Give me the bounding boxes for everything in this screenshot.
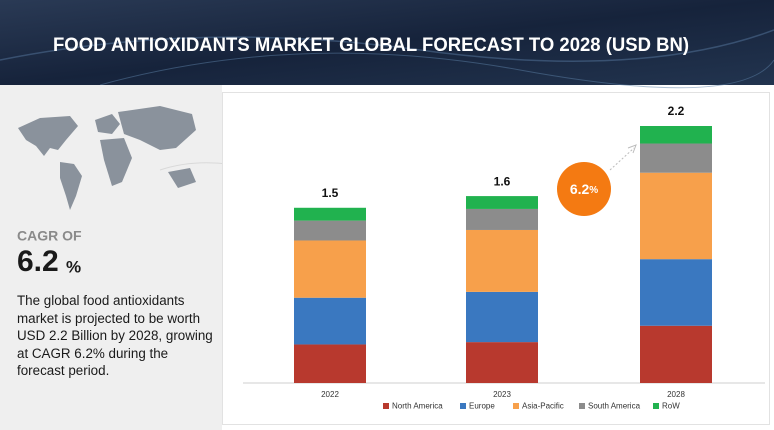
bubble-unit: % (589, 185, 598, 196)
total-label: 2.2 (668, 104, 685, 118)
trend-arrow (609, 147, 635, 171)
legend-label: Europe (469, 402, 495, 411)
cagr-bubble (557, 162, 611, 216)
bar-segment (466, 196, 538, 209)
legend-label: North America (392, 402, 443, 411)
bar-segment (640, 259, 712, 326)
cagr-unit: % (66, 257, 81, 276)
legend-label: RoW (662, 402, 680, 411)
title: FOOD ANTIOXIDANTS MARKET GLOBAL FORECAST… (53, 35, 689, 56)
legend-swatch (383, 403, 389, 409)
header-light (99, 52, 774, 89)
bubble-text: 6.2% (570, 181, 598, 197)
chart: 1.5 2022 1.6 2023 2.2 2028 6.2% North America Eu… (243, 104, 765, 411)
bar-segment (294, 207, 366, 221)
legend-swatch (653, 403, 659, 409)
x-tick-label: 2028 (667, 390, 685, 399)
bar-segment (294, 220, 366, 241)
arrow-head (627, 144, 637, 154)
legend-swatch (460, 403, 466, 409)
bar-segment (466, 229, 538, 292)
cagr-value: 6.2 (17, 245, 59, 278)
bar-segment (466, 208, 538, 230)
bar-segment (466, 342, 538, 383)
bar-segment (466, 291, 538, 343)
legend-label: Asia-Pacific (522, 402, 564, 411)
total-label: 1.6 (494, 174, 511, 188)
bar-segment (294, 344, 366, 383)
bar-segment (640, 143, 712, 173)
bar-segment (640, 126, 712, 144)
bubble-value: 6.2 (570, 181, 590, 197)
header-band (0, 0, 774, 85)
bar-segment (640, 172, 712, 260)
bar-segment (640, 325, 712, 383)
legend-swatch (579, 403, 585, 409)
x-tick-label: 2022 (321, 390, 339, 399)
bar-segment (294, 240, 366, 298)
legend-label: South America (588, 402, 641, 411)
total-label: 1.5 (322, 186, 339, 200)
description: The global food antioxidants market is p… (17, 293, 213, 378)
legend-swatch (513, 403, 519, 409)
header-light (0, 29, 774, 62)
world-map (18, 106, 196, 210)
bar-segment (294, 297, 366, 345)
x-tick-label: 2023 (493, 390, 511, 399)
cagr-label: CAGR OF (17, 228, 82, 244)
